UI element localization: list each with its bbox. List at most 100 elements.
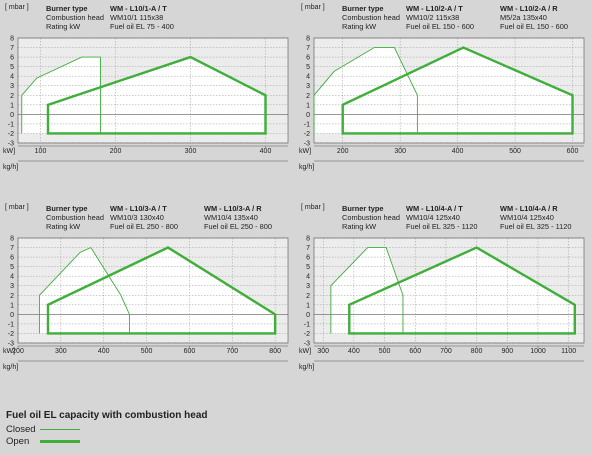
kw-tick-label: 200	[12, 348, 24, 355]
y-tick-label: -1	[304, 121, 310, 128]
y-tick-label: 3	[306, 283, 310, 290]
kw-tick-label: 600	[567, 148, 579, 155]
y-tick-label: -1	[304, 321, 310, 328]
y-tick-label: 4	[306, 274, 310, 281]
y-unit-label: [ mbar ]	[301, 4, 325, 11]
y-tick-label: 8	[10, 236, 14, 243]
burner-a-name: WM - L10/2-A / T	[406, 4, 463, 13]
capacity-chart: 8 7 6 5 4 3 2 1 0 -1 -2 -3kW]200 300 400 500 600 700 800 k…	[3, 236, 289, 371]
y-unit-label: [ mbar ]	[301, 204, 325, 211]
y-unit-label: [ mbar ]	[5, 4, 29, 11]
series-closed-line	[21, 56, 101, 134]
y-tick-label: 0	[10, 312, 14, 319]
series-open-line	[341, 46, 574, 135]
y-tick-label: 7	[10, 245, 14, 252]
rating-label: Rating kW	[46, 22, 81, 31]
y-tick-label: -2	[304, 131, 310, 138]
y-tick-label: 2	[306, 93, 310, 100]
burner-b-rating: Fuel oil EL 150 - 600	[500, 22, 568, 31]
y-tick-label: 1	[10, 302, 14, 309]
burner-a-name: WM - L10/4-A / T	[406, 204, 463, 213]
burner-b-head: M5/2a 135x40	[500, 13, 547, 22]
kw-tick-label: 1100	[561, 348, 576, 355]
combustion-head-label: Combustion head	[46, 13, 104, 22]
series-open-line	[348, 246, 576, 335]
series-closed-line	[313, 47, 418, 134]
y-tick-label: 6	[306, 255, 310, 262]
kw-tick-label: 100	[35, 148, 47, 155]
chart-panel-3: [ mbar ] Burner type Combustion head Rat…	[0, 200, 296, 400]
legend: Fuel oil EL capacity with combustion hea…	[6, 410, 208, 448]
burner-a-name: WM - L10/1-A / T	[110, 4, 167, 13]
y-tick-label: -2	[8, 331, 14, 338]
y-tick-label: 0	[10, 112, 14, 119]
chart-panel-1: [ mbar ] Burner type Combustion head Rat…	[0, 0, 296, 200]
burner-type-label: Burner type	[342, 4, 384, 13]
y-tick-label: -3	[304, 341, 310, 348]
burner-a-rating: Fuel oil EL 250 - 800	[110, 222, 178, 231]
y-tick-label: 5	[306, 64, 310, 71]
y-tick-label: -2	[304, 331, 310, 338]
kw-tick-label: 700	[226, 348, 238, 355]
kw-tick-label: 400	[98, 348, 110, 355]
y-tick-label: 2	[10, 93, 14, 100]
plot-frame	[17, 237, 289, 344]
burner-type-label: Burner type	[46, 204, 88, 213]
kgh-axis-label: kg/h]	[3, 164, 18, 171]
kw-tick-label: 300	[55, 348, 67, 355]
y-tick-label: 6	[10, 255, 14, 262]
capacity-chart: 8 7 6 5 4 3 2 1 0 -1 -2 -3kW] 200 300 400 500 600 kg/h]	[299, 36, 585, 171]
kw-tick-label: 600	[409, 348, 421, 355]
kw-tick-label: 200	[337, 148, 349, 155]
kgh-axis-label: kg/h]	[299, 164, 314, 171]
y-tick-label: 5	[10, 64, 14, 71]
operating-area-fill	[349, 247, 575, 334]
y-tick-label: -3	[8, 341, 14, 348]
kw-tick-label: 500	[141, 348, 153, 355]
chart-header: Burner type Combustion head Rating kW WM…	[340, 4, 590, 38]
operating-area-fill	[39, 247, 130, 334]
burner-type-label: Burner type	[342, 204, 384, 213]
burner-a-head: WM10/1 115x38	[110, 13, 164, 22]
chart-panel-2: [ mbar ] Burner type Combustion head Rat…	[296, 0, 592, 200]
rating-label: Rating kW	[342, 22, 377, 31]
kw-tick-label: 700	[440, 348, 452, 355]
kw-tick-label: 400	[348, 348, 360, 355]
kw-tick-label: 400	[260, 148, 272, 155]
burner-type-label: Burner type	[46, 4, 88, 13]
y-tick-label: 0	[306, 112, 310, 119]
y-tick-label: 4	[10, 274, 14, 281]
kw-axis-label: kW]	[3, 148, 15, 155]
kw-tick-label: 800	[269, 348, 281, 355]
y-tick-label: 3	[10, 83, 14, 90]
kw-tick-label: 500	[509, 148, 521, 155]
kw-axis-label: kW]	[299, 348, 311, 355]
burner-b-rating: Fuel oil EL 325 - 1120	[500, 222, 572, 231]
chart-header: Burner type Combustion head Rating kW WM…	[44, 204, 294, 238]
legend-item-open: Open	[6, 436, 208, 448]
y-tick-label: -2	[8, 131, 14, 138]
combustion-head-label: Combustion head	[46, 213, 104, 222]
y-tick-label: 0	[306, 312, 310, 319]
burner-b-name: WM - L10/3-A / R	[204, 204, 262, 213]
y-tick-label: 2	[10, 293, 14, 300]
rating-label: Rating kW	[46, 222, 81, 231]
legend-swatch-open	[40, 440, 80, 443]
kw-tick-label: 300	[394, 148, 406, 155]
legend-item-closed: Closed	[6, 424, 208, 436]
combustion-head-label: Combustion head	[342, 213, 400, 222]
series-open-line	[46, 246, 277, 335]
kw-tick-label: 1000	[530, 348, 546, 355]
y-tick-label: 6	[306, 55, 310, 62]
y-tick-label: 4	[10, 74, 14, 81]
burner-a-head: WM10/3 130x40	[110, 213, 164, 222]
burner-a-name: WM - L10/3-A / T	[110, 204, 167, 213]
y-tick-label: 3	[10, 283, 14, 290]
legend-swatch-closed	[40, 429, 80, 430]
y-tick-label: 2	[306, 293, 310, 300]
y-tick-label: 6	[10, 55, 14, 62]
burner-b-name: WM - L10/2-A / R	[500, 4, 558, 13]
y-tick-label: 4	[306, 74, 310, 81]
y-tick-label: 8	[306, 236, 310, 243]
kw-tick-label: 300	[185, 148, 197, 155]
